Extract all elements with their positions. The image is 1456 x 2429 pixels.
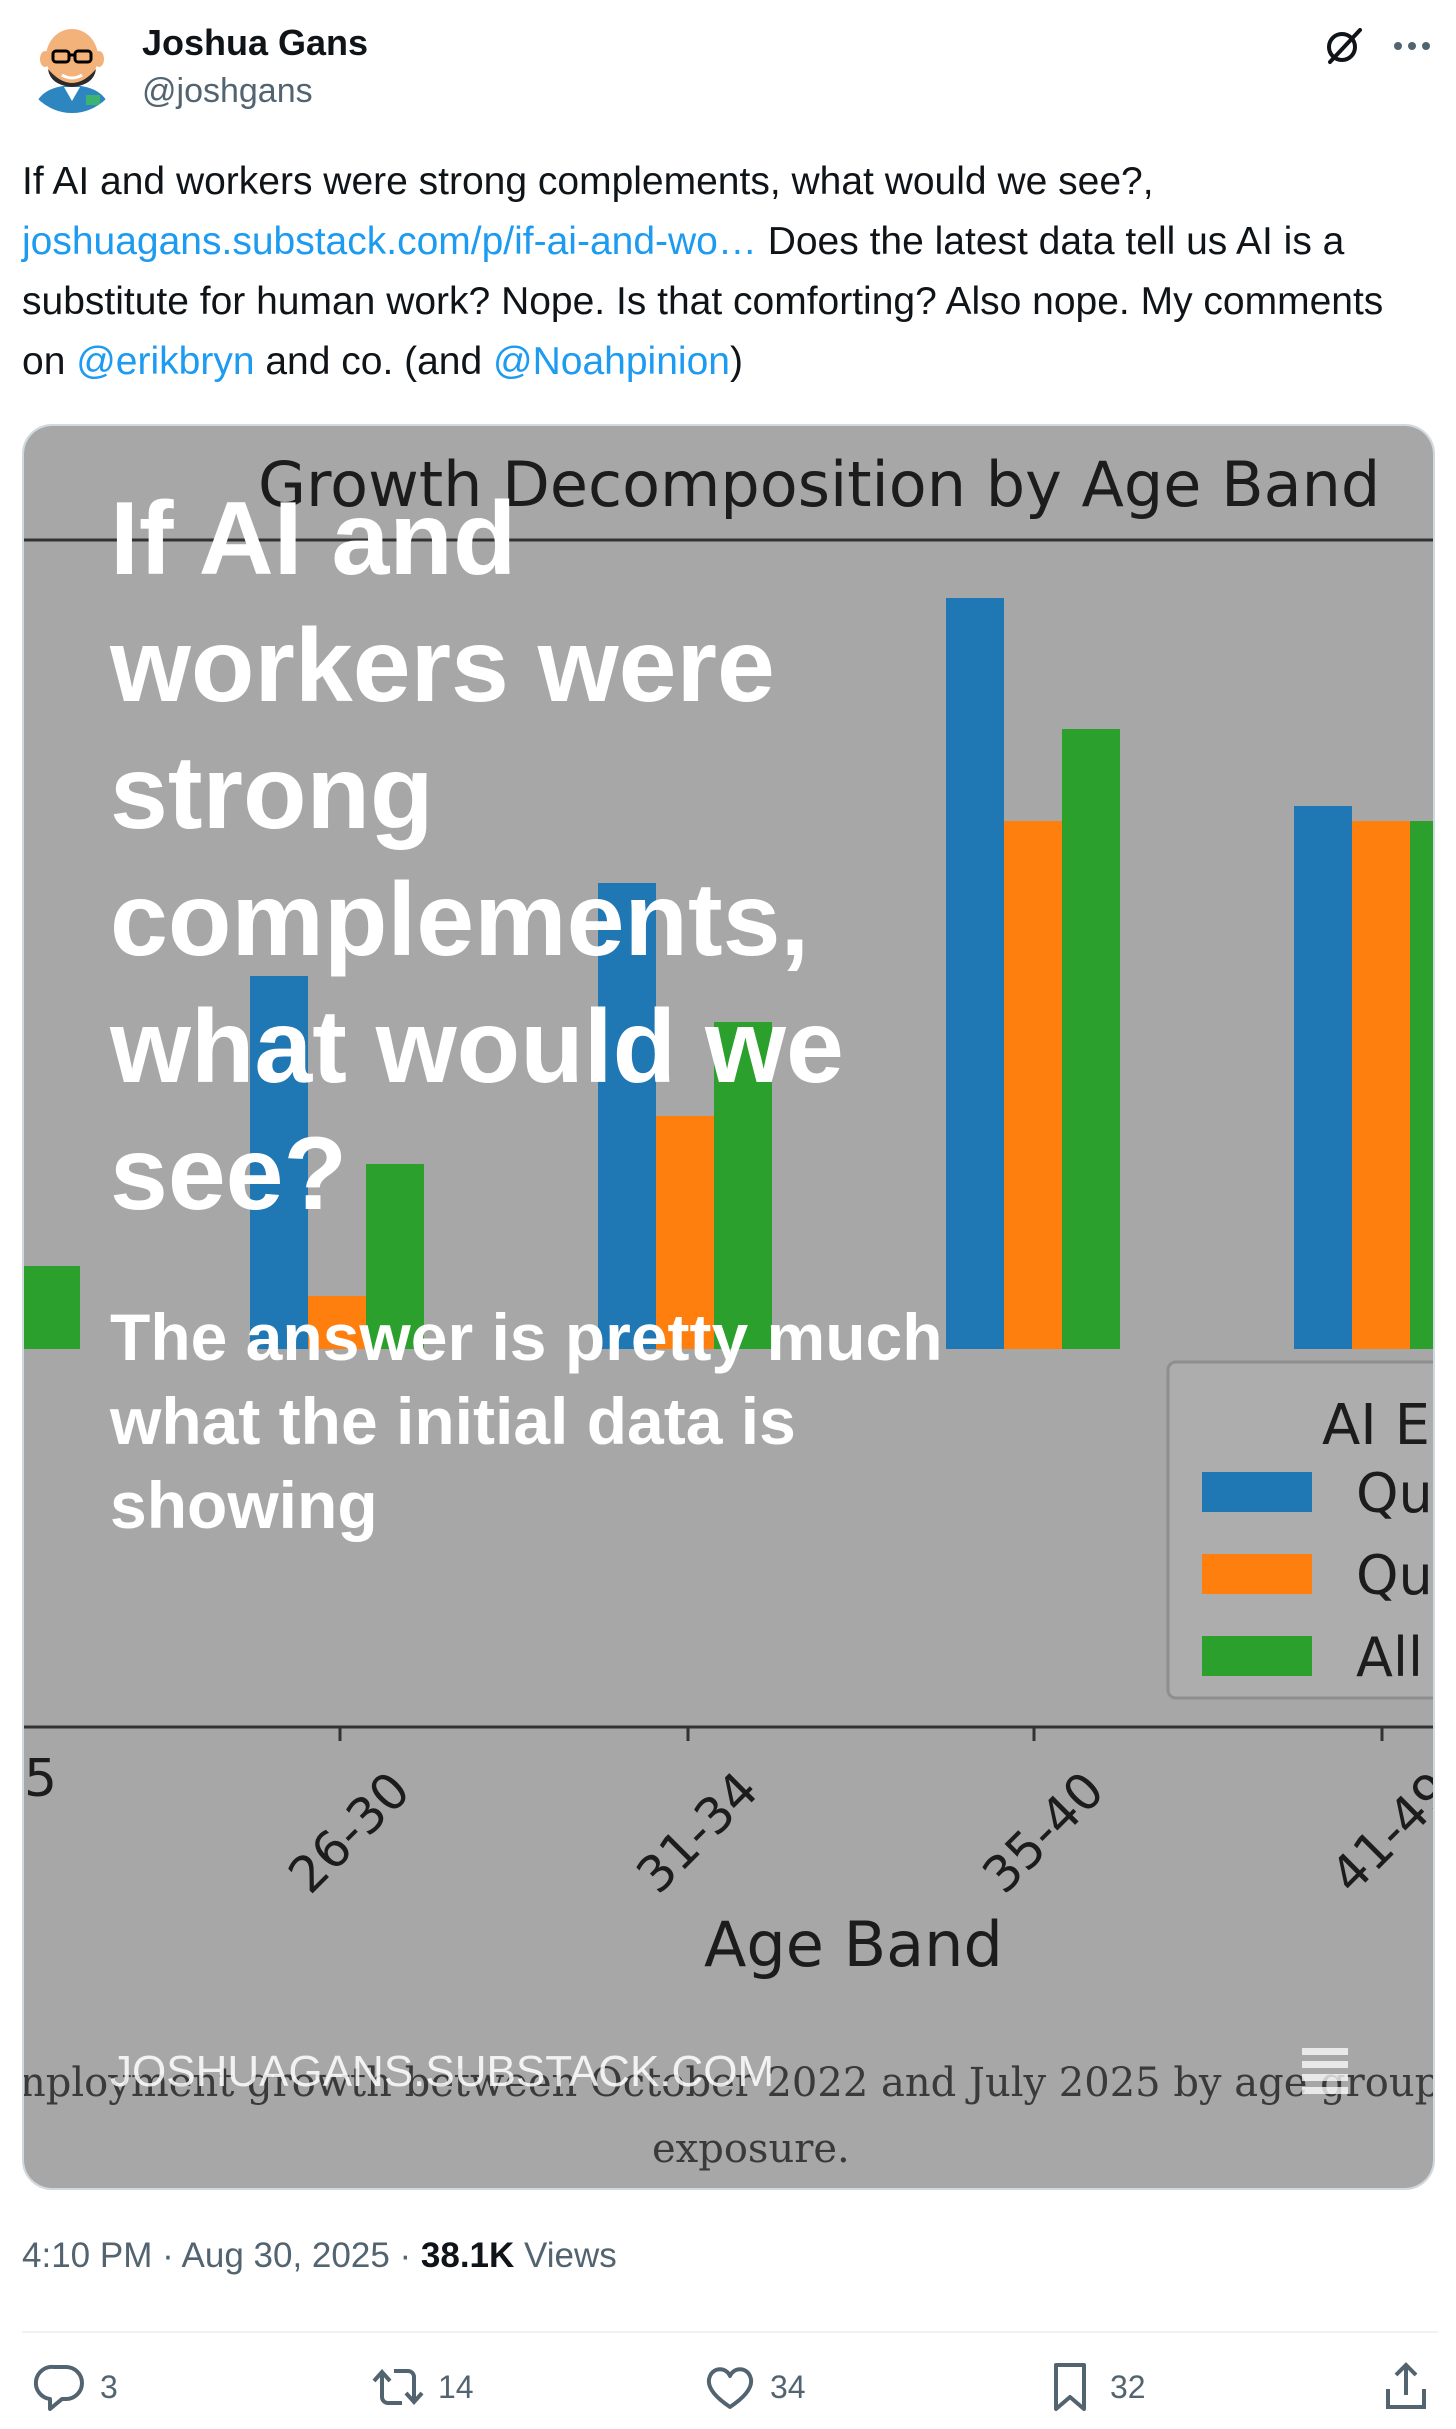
bar bbox=[1410, 821, 1433, 1349]
article-icon bbox=[1302, 2048, 1348, 2094]
meta-separator: · bbox=[152, 2236, 182, 2275]
tweet-text-intro: If AI and workers were strong complement… bbox=[22, 160, 1154, 203]
tweet-meta: 4:10 PM · Aug 30, 2025 · 38.1K Views bbox=[22, 2236, 617, 2276]
bar bbox=[656, 1116, 714, 1349]
bookmark-icon bbox=[1054, 2363, 1086, 2411]
mention-noahpinion[interactable]: @Noahpinion bbox=[493, 340, 730, 383]
meta-separator: · bbox=[389, 2236, 421, 2275]
headline-line: workers were bbox=[109, 608, 775, 724]
subtitle-line: The answer is pretty much bbox=[110, 1300, 943, 1374]
tweet-header: Joshua Gans @joshgans bbox=[0, 0, 1456, 130]
views-count: 38.1K bbox=[420, 2236, 515, 2275]
legend-title: AI E bbox=[1322, 1393, 1430, 1458]
headline-line: strong bbox=[110, 735, 434, 851]
tweet-text-and: and co. (and bbox=[254, 340, 494, 383]
legend-swatch bbox=[1202, 1554, 1312, 1594]
share-icon bbox=[1386, 2362, 1426, 2409]
card-subtitle: The answer is pretty much what the initia… bbox=[109, 1300, 943, 1542]
repost-icon bbox=[372, 2368, 424, 2406]
avatar[interactable] bbox=[24, 17, 120, 113]
legend-swatch bbox=[1202, 1636, 1312, 1676]
action-bar: 3 14 34 32 bbox=[0, 2352, 1456, 2429]
bar bbox=[714, 1022, 772, 1349]
like-button[interactable]: 34 bbox=[702, 2352, 806, 2422]
legend-swatch bbox=[1202, 1472, 1312, 1512]
article-link[interactable]: joshuagans.substack.com/p/if-ai-and-wo… bbox=[22, 220, 757, 263]
more-icon[interactable] bbox=[1386, 20, 1438, 72]
bar bbox=[1062, 729, 1120, 1349]
bookmark-button[interactable]: 32 bbox=[1042, 2352, 1146, 2422]
subtitle-line: what the initial data is bbox=[109, 1384, 796, 1458]
chart-title: Growth Decomposition by Age Band bbox=[258, 448, 1380, 521]
share-button[interactable] bbox=[1378, 2352, 1434, 2422]
bar bbox=[308, 1296, 366, 1349]
card-domain: JOSHUAGANS.SUBSTACK.COM bbox=[110, 2047, 774, 2096]
legend-box bbox=[1166, 1360, 1433, 1700]
divider bbox=[22, 2331, 1438, 2333]
bar bbox=[1004, 821, 1062, 1349]
legend-items: Qu Qu All bbox=[1202, 1462, 1433, 1689]
heart-icon bbox=[706, 2367, 754, 2409]
headline-line: see? bbox=[110, 1116, 347, 1232]
tweet-text-mid: Does the latest data tell us AI is a sub… bbox=[22, 220, 1384, 383]
views-label: Views bbox=[514, 2236, 617, 2275]
tweet-text: If AI and workers were strong complement… bbox=[22, 152, 1432, 392]
bar bbox=[366, 1164, 424, 1349]
bars-group bbox=[24, 598, 1433, 1349]
reply-count: 3 bbox=[100, 2368, 118, 2405]
x-axis-label: Age Band bbox=[704, 1908, 1003, 1981]
reply-icon bbox=[33, 2364, 84, 2411]
legend-label: Qu bbox=[1356, 1544, 1433, 1607]
tweet-time[interactable]: 4:10 PM bbox=[22, 2236, 153, 2275]
tweet-date[interactable]: Aug 30, 2025 bbox=[181, 2236, 390, 2275]
author-handle[interactable]: @joshgans bbox=[142, 72, 313, 110]
subtitle-line: showing bbox=[110, 1468, 378, 1542]
reply-button[interactable]: 3 bbox=[32, 2352, 118, 2422]
legend-label: Qu bbox=[1356, 1462, 1433, 1525]
like-count: 34 bbox=[770, 2368, 806, 2405]
figure-caption-line-1: nployment growth between October 2022 an… bbox=[24, 2060, 1435, 2106]
repost-count: 14 bbox=[438, 2368, 474, 2405]
mention-erikbryn[interactable]: @erikbryn bbox=[76, 340, 255, 383]
link-card-image[interactable]: Growth Decomposition by Age Band AI E Qu… bbox=[22, 424, 1435, 2190]
bar bbox=[1352, 821, 1410, 1349]
repost-button[interactable]: 14 bbox=[370, 2352, 474, 2422]
bar bbox=[24, 1266, 80, 1349]
bar bbox=[1294, 806, 1352, 1349]
figure-caption-line-2: exposure. bbox=[652, 2126, 850, 2172]
bar bbox=[946, 598, 1004, 1349]
bar bbox=[598, 883, 656, 1349]
headline-line: If AI and bbox=[110, 481, 516, 597]
headline-line: what would we bbox=[109, 989, 844, 1105]
tweet-text-end: ) bbox=[729, 340, 743, 383]
grok-icon[interactable] bbox=[1318, 20, 1370, 72]
author-name[interactable]: Joshua Gans bbox=[142, 22, 369, 63]
chart: Growth Decomposition by Age Band AI E Qu… bbox=[24, 426, 1435, 2188]
bar bbox=[250, 976, 308, 1349]
headline-line: complements, bbox=[110, 862, 809, 978]
bookmark-count: 32 bbox=[1110, 2368, 1146, 2405]
legend-label: All bbox=[1356, 1626, 1423, 1689]
partial-tick-label: 5 bbox=[24, 1749, 57, 1809]
